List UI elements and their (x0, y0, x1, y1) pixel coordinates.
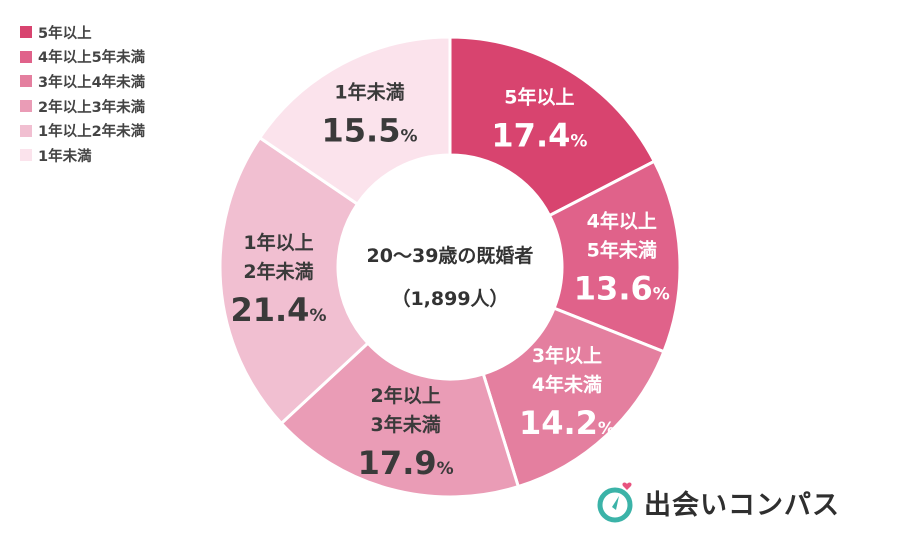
legend-label: 1年未満 (38, 148, 92, 165)
legend-item: 3年以上4年未満 (20, 69, 145, 94)
slice-value: 13.6% (574, 269, 670, 307)
legend-label: 1年以上2年未満 (38, 124, 146, 141)
slice-value: 17.4% (491, 117, 587, 155)
center-title: 20〜39歳の既婚者 (367, 244, 534, 267)
legend-item: 2年以上3年未満 (20, 94, 145, 119)
slice-value: 15.5% (322, 111, 418, 149)
legend-swatch (20, 100, 32, 113)
slice-label: 1年未満 (334, 80, 404, 103)
slice-value: 21.4% (230, 291, 326, 329)
slice-label: 1年以上 (243, 231, 313, 254)
pie-slice (547, 159, 682, 354)
slice-label: 2年以上 (371, 384, 441, 407)
slice-label: 4年以上 (587, 209, 657, 232)
slice-label: 3年以上 (532, 344, 602, 367)
pie-slice (279, 341, 521, 499)
legend-item: 5年以上 (20, 20, 145, 45)
chart-legend: 5年以上 4年以上5年未満 3年以上4年未満 2年以上3年未満 1年以上2年未満 1年未満 (20, 20, 145, 168)
legend-swatch (20, 50, 32, 63)
legend-swatch (20, 124, 32, 137)
center-subtitle: （1,899人） (391, 287, 508, 310)
pie-slice (218, 135, 370, 426)
slice-label: 2年未満 (243, 260, 313, 283)
slice-label: 5年未満 (587, 238, 657, 261)
pie-slice (481, 306, 666, 489)
legend-item: 4年以上5年未満 (20, 45, 145, 70)
legend-swatch (20, 26, 32, 39)
legend-label: 3年以上4年未満 (38, 74, 146, 91)
compass-icon (597, 482, 633, 523)
legend-label: 4年以上5年未満 (38, 50, 146, 67)
slice-value: 14.2% (519, 404, 615, 442)
legend-label: 2年以上3年未満 (38, 99, 146, 116)
pie-slice (448, 35, 657, 218)
legend-item: 1年未満 (20, 143, 145, 168)
legend-swatch (20, 75, 32, 88)
slice-label: 3年未満 (371, 413, 441, 436)
pie-slice (257, 35, 452, 207)
slice-value: 17.9% (358, 444, 454, 482)
legend-item: 1年以上2年未満 (20, 118, 145, 143)
slice-label: 4年未満 (532, 373, 602, 396)
legend-swatch (20, 149, 32, 162)
logo-text: 出会いコンパス (644, 489, 840, 521)
logo: 出会いコンパス (596, 480, 840, 524)
legend-label: 5年以上 (38, 25, 92, 42)
slice-label: 5年以上 (504, 86, 574, 109)
